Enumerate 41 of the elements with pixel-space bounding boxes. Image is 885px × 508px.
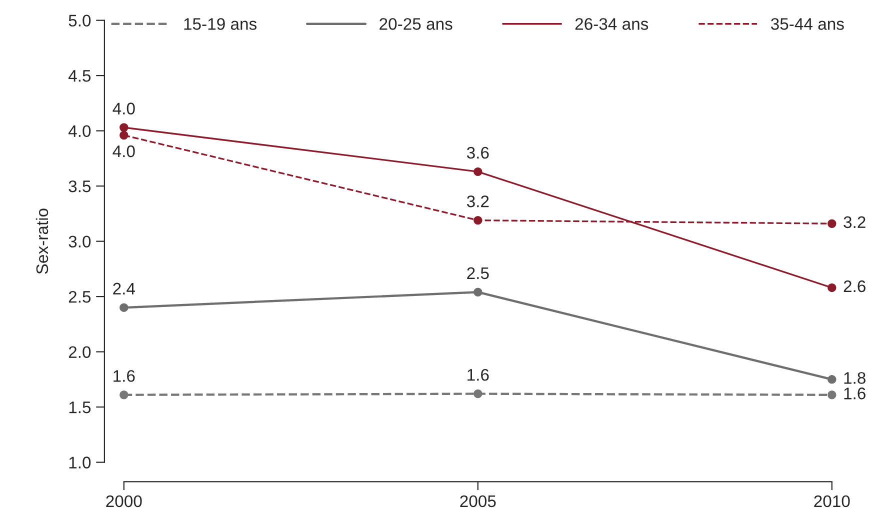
data-label: 3.2: [466, 195, 489, 208]
y-tick-label: 3.0: [68, 236, 91, 248]
point: [120, 303, 128, 312]
point: [120, 123, 128, 132]
y-tick-label: 1.5: [69, 402, 91, 414]
point: [474, 167, 482, 176]
data-label: 4.0: [112, 145, 135, 158]
point: [474, 389, 482, 398]
data-label: 1.6: [114, 370, 135, 382]
point: [828, 219, 836, 228]
data-label: 2.4: [113, 282, 135, 294]
legend-label: 26-34 ans: [575, 18, 648, 30]
x-tick-label: 2005: [460, 495, 496, 508]
point: [474, 216, 482, 225]
point: [828, 375, 836, 384]
x-tick-label: 2010: [814, 495, 850, 508]
data-label: 3.2: [844, 216, 866, 228]
y-tick-label: 3.5: [68, 180, 91, 192]
data-label: 1.8: [844, 372, 866, 384]
point: [828, 283, 836, 292]
point: [828, 390, 836, 400]
point: [474, 288, 482, 296]
data-label: 3.6: [466, 146, 489, 159]
data-label: 2.5: [467, 267, 489, 280]
y-tick-label: 1.0: [69, 456, 91, 468]
point: [120, 130, 128, 140]
data-label: 1.6: [468, 368, 489, 381]
legend-label: 20-25 ans: [380, 18, 452, 30]
y-tick-label: 5.0: [68, 14, 91, 27]
x-tick-label: 2000: [106, 495, 142, 508]
y-tick-label: 2.5: [68, 290, 91, 303]
y-tick-label: 2.0: [68, 346, 91, 358]
data-label: 2.6: [844, 280, 866, 292]
legend-label: 35-44 ans: [770, 18, 844, 30]
legend-label: 15-19 ans: [184, 18, 257, 30]
y-tick-label: 4.5: [68, 70, 91, 82]
data-label: 4.0: [112, 102, 135, 114]
y-tick-label: 4.0: [68, 125, 91, 138]
y-axis-title: Sex-ratio: [36, 208, 48, 274]
point: [120, 390, 128, 400]
data-label: 1.6: [844, 388, 866, 400]
